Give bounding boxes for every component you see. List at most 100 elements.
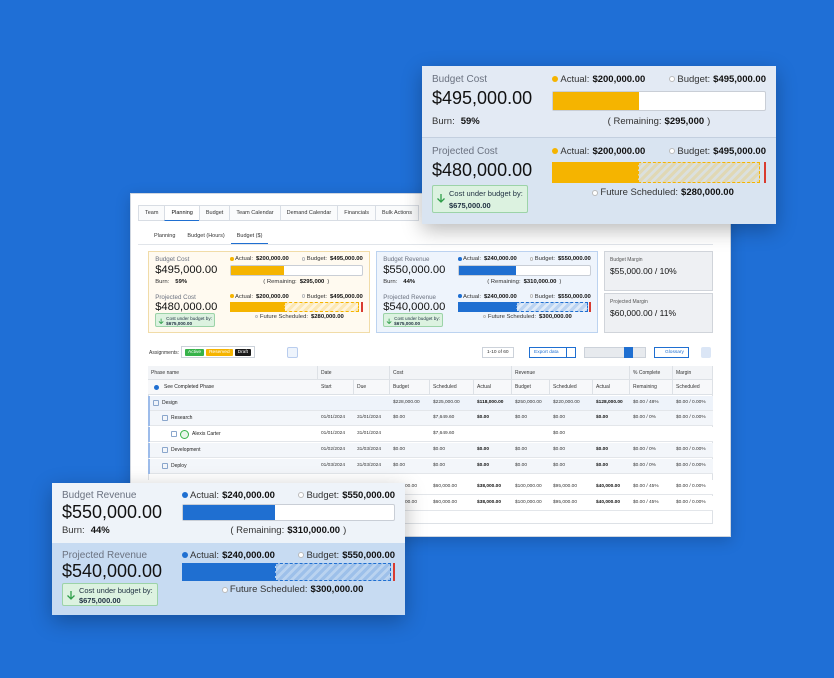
table-cell: $118,000.00 [477,400,504,405]
future-fill [515,301,589,313]
expand-icon[interactable] [162,447,168,453]
pager-current[interactable] [624,347,633,358]
table-cell: $0.00 [553,431,566,436]
remaining-value: $310,000.00 [523,278,557,285]
table-cell: $0.00 / 0.00% [676,400,706,405]
export-dropdown[interactable] [566,347,576,358]
summary-card: Projected Cost $480,000.00 Actual: $200,000… [422,138,776,224]
column-header[interactable]: Scheduled [673,380,713,395]
tab[interactable]: Team [138,205,166,221]
column-header[interactable]: Start [318,380,354,395]
subtab[interactable]: Planning [154,233,176,239]
status-chip[interactable]: Active [185,348,205,356]
card-title: Budget Cost [155,256,190,264]
table-cell: $0.00 / 0.00% [676,500,706,505]
phase-name: Alexis Carter [192,431,221,437]
under-budget-badge: Cost under budget by: $675,000.00 [383,313,443,327]
budget-marker [589,301,591,313]
future-fill [283,301,359,313]
completed-dot [154,385,159,390]
down-arrow-icon [386,318,392,324]
burn-line: Burn: 44% [62,525,110,536]
table-cell: $0.00 [477,415,490,420]
tab[interactable]: Planning [164,205,200,221]
remaining-end: ) [559,278,562,285]
column-header[interactable]: Remaining [630,380,673,395]
tab[interactable]: Bulk Actions [375,205,419,221]
tab[interactable]: Budget [198,205,231,221]
status-chip[interactable]: Reserved [206,348,233,356]
column-header[interactable]: Scheduled [430,380,474,395]
table-cell: $0.00 / 48% [633,400,659,405]
remaining-value: $310,000.00 [287,525,341,537]
table-cell: $0.00 [433,463,446,468]
budget-label: Budget: [306,293,328,300]
column-header[interactable]: Actual [474,380,512,395]
tab[interactable]: Financials [337,205,377,221]
remaining-line: ( Remaining: $310,000.00) [458,279,591,285]
actual-fill [229,301,284,313]
phase-accent [148,443,150,458]
badge-label: Cost under budget by: [166,315,212,321]
budget-label: Budget: [677,145,711,157]
status-chip[interactable]: Draft [234,348,252,356]
table-cell: $0.00 [433,447,446,452]
column-header[interactable]: Budget [390,380,430,395]
budget-value: $495,000.00 [330,293,363,300]
table-cell: 01/01/2024 [321,415,346,420]
future-fill [274,562,392,582]
table-cell: $0.00 [596,463,609,468]
future-label: Future Scheduled: [600,187,679,199]
pager[interactable] [584,347,646,358]
budget-line: Budget: $550,000.00 [298,490,395,501]
card-title: Budget Revenue [61,489,137,501]
table-cell: $0.00 / 0.00% [676,447,706,452]
settings-button[interactable] [701,347,711,358]
column-header[interactable]: Actual [593,380,630,395]
pagination[interactable]: 1-10 of 60 [482,347,514,358]
legend-dot [229,256,234,261]
legend-dot [229,294,234,299]
subtab[interactable]: Budget (Hours) [187,233,225,239]
expand-icon[interactable] [171,431,177,437]
completed-phase-toggle[interactable]: See Completed Phase [148,380,318,395]
table-cell: $0.00 [596,415,609,420]
summary-card: Projected Revenue $540,000.00 Actual: $240,… [52,543,405,615]
actual-value: $200,000.00 [256,293,289,300]
down-arrow-icon [437,194,445,204]
column-header[interactable]: Budget [512,380,550,395]
future-value: $280,000.00 [310,314,344,321]
expand-icon[interactable] [153,400,159,406]
column-header[interactable]: Due [354,380,390,395]
column-group-header: Revenue [512,366,630,380]
remaining-label: ( Remaining: [263,278,297,285]
expand-icon[interactable] [162,415,168,421]
burn-label: Burn: [383,278,398,285]
burn-line: Burn: 44% [383,279,415,285]
phase-name: Deploy [171,463,187,469]
legend-dot [298,552,305,559]
expand-icon[interactable] [162,463,168,469]
budget-value: $495,000.00 [713,74,766,85]
subtab[interactable]: Budget ($) [230,231,269,244]
actual-label: Actual: [234,256,253,263]
export-button[interactable]: Export data [529,347,567,358]
actual-line: Actual: $240,000.00 [457,293,517,300]
refresh-button[interactable] [287,347,298,358]
table-cell: $0.00 / 0% [633,447,656,452]
column-group-header: % Complete [630,366,673,380]
table-row [148,427,713,442]
tab[interactable]: Demand Calendar [279,205,339,221]
table-cell: $0.00 / 45% [633,484,659,489]
status-filter[interactable]: Active Reserved Draft [181,346,256,358]
table-cell: $38,000.00 [477,484,502,489]
glossary-button[interactable]: Glossary [654,347,689,358]
actual-fill [553,92,639,110]
tab[interactable]: Team Calendar [229,205,281,221]
actual-fill [230,266,284,276]
table-cell: $38,000.00 [477,500,502,505]
table-cell: $60,000.00 [433,484,458,489]
progress-bar [181,504,396,522]
actual-value: $240,000.00 [484,293,517,300]
column-header[interactable]: Scheduled [550,380,593,395]
